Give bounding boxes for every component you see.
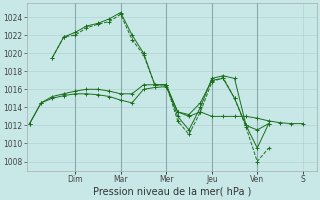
X-axis label: Pression niveau de la mer( hPa ): Pression niveau de la mer( hPa ) <box>92 187 251 197</box>
